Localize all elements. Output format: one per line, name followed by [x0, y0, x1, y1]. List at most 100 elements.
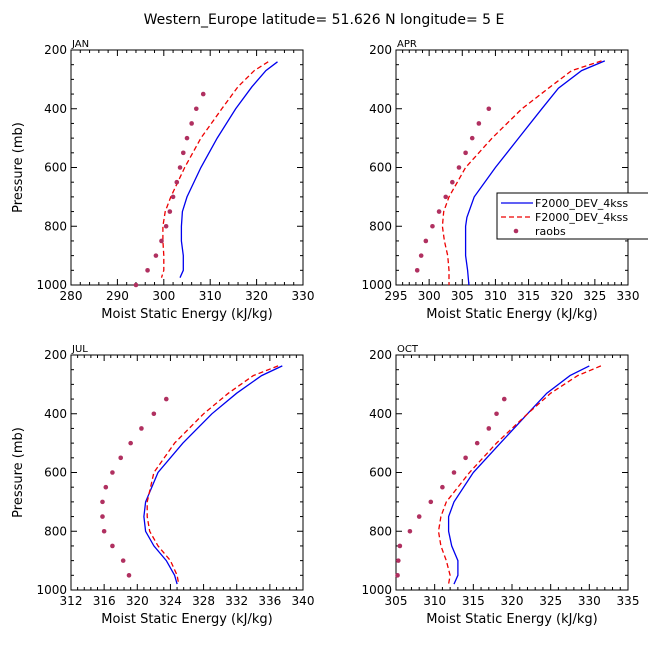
x-tick-label: 320 [501, 594, 524, 608]
series-line-solid [447, 365, 590, 585]
raobs-point [184, 135, 190, 141]
raobs-point [407, 528, 413, 534]
x-tick-label: 300 [418, 289, 441, 303]
series-line-solid [464, 60, 606, 286]
raobs-point [120, 558, 126, 563]
series-line-dashed [441, 60, 602, 285]
x-tick-label: 332 [225, 594, 248, 608]
y-tick-label: 400 [369, 102, 392, 116]
series-line-dashed [437, 365, 602, 585]
x-tick-label: 324 [159, 594, 182, 608]
raobs-point [167, 209, 173, 214]
raobs-point [501, 396, 507, 402]
series-line-solid [143, 365, 283, 585]
x-tick-label: 335 [617, 594, 640, 608]
legend-label: raobs [535, 225, 566, 238]
raobs-point [174, 179, 180, 185]
raobs-point [474, 440, 480, 446]
x-tick-label: 320 [550, 289, 573, 303]
raobs-point [436, 209, 442, 214]
legend-box [496, 192, 648, 240]
raobs-point [101, 528, 107, 534]
x-tick-label: 310 [484, 289, 507, 303]
panel-label: JAN [71, 39, 89, 50]
x-tick-label: 330 [292, 289, 315, 303]
series-line-dashed [160, 61, 269, 278]
raobs-point [110, 543, 115, 549]
x-tick-label: 290 [106, 289, 129, 303]
raobs-point [451, 470, 457, 475]
x-tick-label: 328 [192, 594, 215, 608]
legend-dot [513, 228, 519, 234]
y-tick-label: 600 [369, 466, 392, 480]
x-tick-label: 310 [199, 289, 222, 303]
raobs-point [153, 253, 159, 258]
y-tick-label: 600 [369, 161, 392, 175]
x-tick-label: 336 [258, 594, 281, 608]
x-tick-label: 325 [583, 289, 606, 303]
y-tick-label: 200 [369, 348, 392, 362]
legend-label: F2000_DEV_4kss [535, 197, 628, 210]
raobs-point [100, 514, 105, 519]
raobs-point [126, 573, 132, 578]
raobs-point [163, 223, 169, 229]
y-tick-label: 1000 [361, 278, 392, 292]
x-axis-label: Moist Static Energy (kJ/kg) [101, 612, 272, 627]
x-tick-label: 320 [245, 289, 268, 303]
y-tick-label: 600 [44, 161, 67, 175]
raobs-point [151, 411, 157, 417]
panel-oct: OCT 305 310 315 320 325 330 335 200 400 600 800 1000… [361, 344, 639, 627]
raobs-point [103, 484, 109, 490]
y-tick-label: 400 [44, 102, 67, 116]
y-tick-label: 1000 [361, 583, 392, 597]
y-tick-label: 1000 [36, 278, 67, 292]
raobs-point [494, 411, 499, 417]
raobs-point [476, 121, 482, 126]
x-tick-label: 312 [60, 594, 83, 608]
raobs-point [200, 91, 206, 97]
x-axis-label: Moist Static Energy (kJ/kg) [426, 612, 597, 627]
raobs-point [100, 499, 105, 505]
raobs-point [177, 165, 183, 170]
x-tick-label: 315 [517, 289, 540, 303]
panel-label: JUL [71, 344, 88, 355]
x-tick-label: 330 [578, 594, 601, 608]
raobs-point [395, 573, 400, 578]
panel-apr: APR 295 300 305 310 315 320 325 330 200 400 600 800 1… [361, 39, 639, 322]
raobs-point [440, 484, 445, 490]
y-tick-label: 800 [369, 219, 392, 233]
y-tick-label: 200 [369, 43, 392, 57]
x-tick-label: 305 [385, 594, 408, 608]
plot-frame [395, 354, 629, 591]
series-line-solid [179, 61, 278, 278]
raobs-point [456, 165, 462, 170]
raobs-point [180, 150, 186, 156]
x-tick-label: 305 [451, 289, 474, 303]
raobs-point [118, 455, 124, 461]
legend-label: F2000_DEV_4kss [535, 211, 628, 224]
x-tick-label: 320 [126, 594, 149, 608]
x-tick-label: 340 [292, 594, 315, 608]
raobs-point [430, 223, 435, 229]
plot-frame [70, 354, 304, 591]
raobs-point [396, 558, 401, 563]
y-axis-label: Pressure (mb) [11, 122, 26, 213]
raobs-point [145, 268, 150, 273]
x-tick-label: 300 [152, 289, 175, 303]
raobs-point [133, 282, 139, 288]
raobs-point [128, 440, 133, 446]
raobs-point [397, 543, 403, 549]
x-axis-label: Moist Static Energy (kJ/kg) [426, 307, 597, 322]
raobs-point [110, 470, 115, 475]
x-tick-label: 325 [539, 594, 562, 608]
series-line-dashed [146, 365, 279, 585]
raobs-point [450, 179, 455, 185]
y-tick-label: 800 [44, 524, 67, 538]
x-tick-label: 295 [385, 289, 408, 303]
raobs-point [139, 426, 144, 431]
y-tick-label: 200 [44, 348, 67, 362]
x-tick-label: 316 [93, 594, 116, 608]
x-tick-label: 310 [423, 594, 446, 608]
